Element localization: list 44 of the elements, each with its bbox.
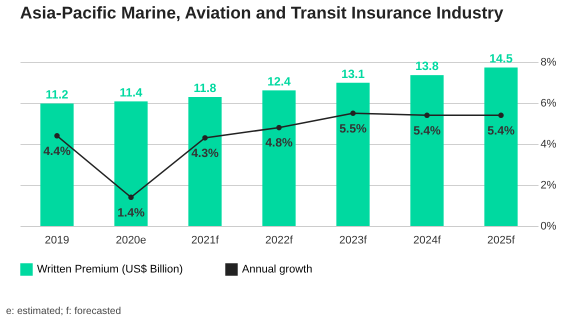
point — [350, 110, 356, 116]
data-label: 4.4% — [43, 144, 71, 158]
data-label: 5.4% — [487, 123, 515, 138]
chart-title: Asia-Pacific Marine, Aviation and Transit Insurance Industry — [20, 3, 504, 22]
data-label: 4.8% — [265, 136, 293, 150]
x-tick-label: 2022f — [265, 234, 294, 246]
point — [498, 112, 504, 118]
point — [54, 133, 60, 139]
y2-tick-label: 4% — [540, 138, 557, 150]
data-label: 12.4 — [267, 74, 291, 88]
data-label: 11.8 — [194, 80, 217, 95]
data-label: 11.4 — [120, 85, 143, 100]
bar — [336, 82, 370, 226]
y2-tick-label: 0% — [540, 220, 557, 232]
data-label: 5.5% — [339, 121, 367, 136]
bar — [262, 90, 296, 226]
x-tick-label: 2024f — [413, 234, 442, 246]
x-tick-label: 2025f — [487, 234, 516, 246]
text: e: estimated; f: forecasted — [6, 306, 122, 317]
x-tick-label: 2021f — [191, 234, 220, 246]
y2-tick-label: 8% — [540, 56, 557, 68]
bar — [40, 104, 74, 226]
bar — [114, 101, 148, 226]
legend-label: Annual growth — [242, 264, 312, 276]
legend-label: Written Premium (US$ Billion) — [37, 264, 183, 276]
bar — [410, 75, 444, 226]
x-tick-label: 2023f — [339, 234, 368, 246]
point — [202, 135, 208, 141]
y2-tick-label: 2% — [540, 180, 557, 192]
data-label: 13.8 — [415, 59, 439, 74]
point — [424, 112, 430, 118]
x-tick-label: 2020e — [116, 234, 146, 246]
point — [276, 124, 282, 130]
point — [128, 194, 134, 200]
data-label: 1.4% — [117, 205, 145, 220]
data-label: 11.2 — [46, 88, 69, 102]
bar — [484, 67, 518, 226]
x-tick-label: 2019 — [44, 234, 70, 246]
data-label: 4.3% — [191, 146, 219, 160]
y2-tick-label: 6% — [540, 98, 557, 110]
data-label: 14.5 — [489, 51, 513, 66]
data-label: 13.1 — [341, 66, 365, 81]
data-label: 5.4% — [413, 123, 441, 138]
bar — [188, 96, 222, 226]
